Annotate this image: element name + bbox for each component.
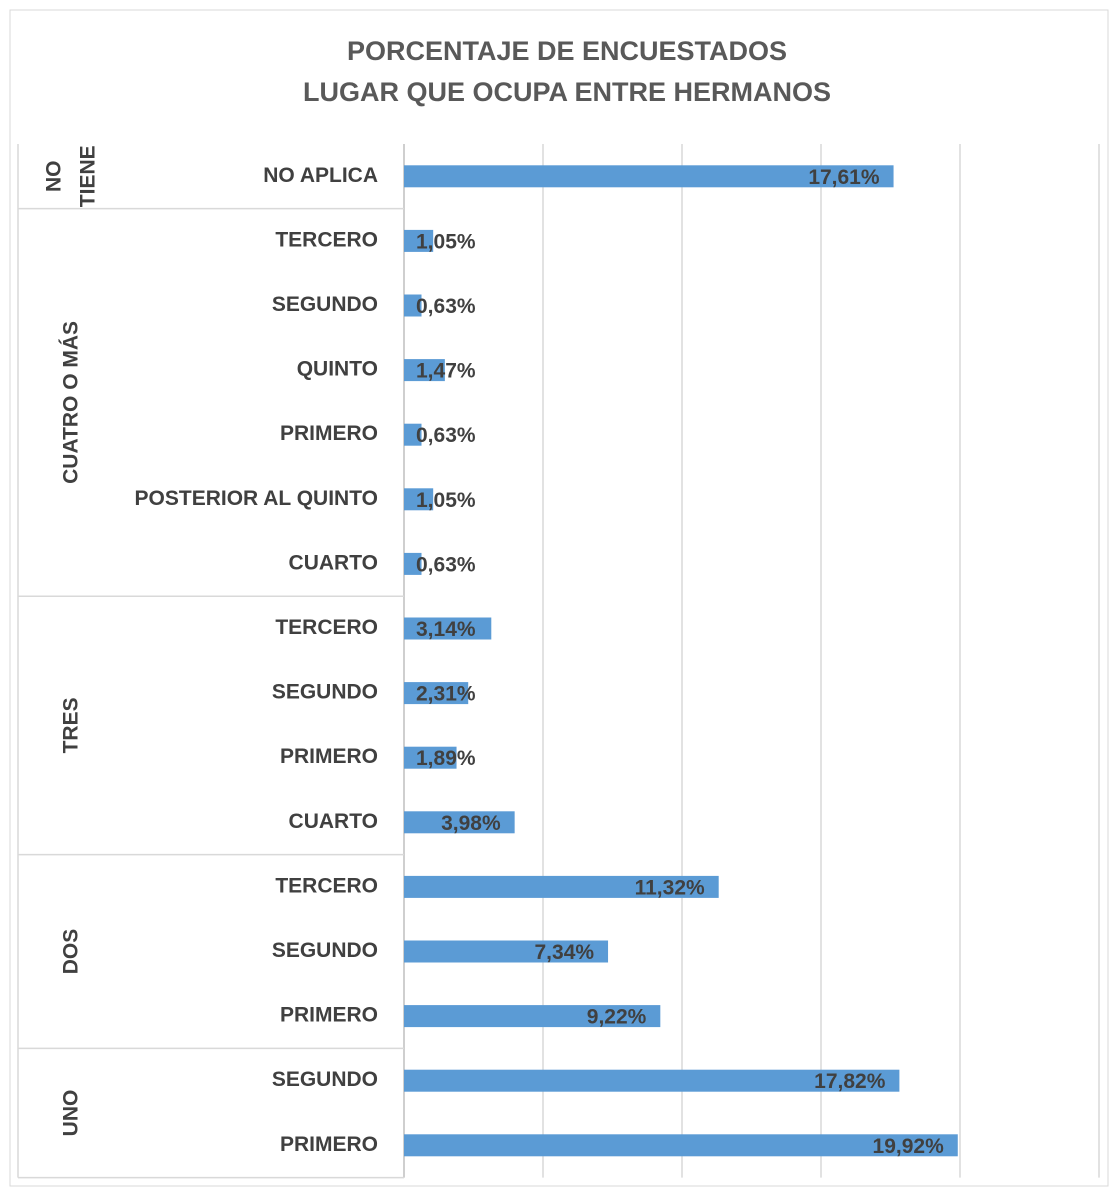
chart-title: LUGAR QUE OCUPA ENTRE HERMANOS: [303, 77, 831, 107]
group-label: CUATRO O MÁS: [60, 321, 83, 484]
y-tick-label: PRIMERO: [280, 1004, 378, 1027]
data-label: 1,05%: [416, 489, 476, 512]
y-tick-label: SEGUNDO: [272, 681, 378, 704]
data-label: 17,61%: [808, 166, 880, 189]
group-label: TIENE: [77, 145, 100, 207]
data-label: 2,31%: [416, 683, 476, 706]
y-tick-label: CUARTO: [289, 810, 378, 833]
y-tick-label: CUARTO: [289, 551, 378, 574]
data-label: 0,63%: [416, 553, 476, 576]
y-tick-label: SEGUNDO: [272, 293, 378, 316]
chart-frame: [9, 9, 1109, 1187]
bar: [404, 617, 492, 640]
data-label: 17,82%: [814, 1070, 886, 1093]
y-tick-label: TERCERO: [275, 616, 378, 639]
bar: [404, 682, 469, 705]
data-label: 3,98%: [441, 812, 501, 835]
y-tick-label: POSTERIOR AL QUINTO: [135, 487, 378, 510]
y-tick-label: PRIMERO: [280, 745, 378, 768]
y-tick-label: PRIMERO: [280, 1133, 378, 1156]
bar: [404, 552, 422, 575]
group-label: NO: [43, 161, 66, 193]
data-label: 0,63%: [416, 295, 476, 318]
group-label: UNO: [60, 1090, 83, 1137]
bar: [404, 359, 445, 382]
group-label: TRES: [60, 697, 83, 753]
bar: [404, 229, 434, 252]
bar: [404, 940, 609, 963]
y-tick-label: SEGUNDO: [272, 1068, 378, 1091]
bar: [404, 488, 434, 511]
y-tick-label: TERCERO: [275, 874, 378, 897]
y-tick-label: QUINTO: [297, 358, 378, 381]
y-tick-label: NO APLICA: [263, 164, 378, 187]
bar: [404, 294, 422, 317]
chart-title: PORCENTAJE DE ENCUESTADOS: [347, 36, 787, 66]
data-label: 1,47%: [416, 360, 476, 383]
data-label: 11,32%: [635, 876, 705, 899]
bar: [404, 1069, 900, 1092]
data-label: 9,22%: [587, 1006, 647, 1029]
y-tick-label: TERCERO: [275, 228, 378, 251]
data-label: 1,05%: [416, 230, 476, 253]
data-label: 1,89%: [416, 747, 476, 770]
data-label: 3,14%: [416, 618, 476, 641]
group-label: DOS: [60, 929, 83, 975]
y-tick-label: SEGUNDO: [272, 939, 378, 962]
bar: [404, 875, 719, 898]
bar: [404, 423, 422, 446]
bar: [404, 746, 457, 769]
bar: [404, 1005, 661, 1028]
data-label: 19,92%: [873, 1135, 945, 1158]
bar: [404, 1134, 958, 1157]
bar: [404, 165, 894, 188]
data-label: 7,34%: [535, 941, 595, 964]
bar: [404, 811, 515, 834]
data-label: 0,63%: [416, 424, 476, 447]
y-tick-label: PRIMERO: [280, 422, 378, 445]
